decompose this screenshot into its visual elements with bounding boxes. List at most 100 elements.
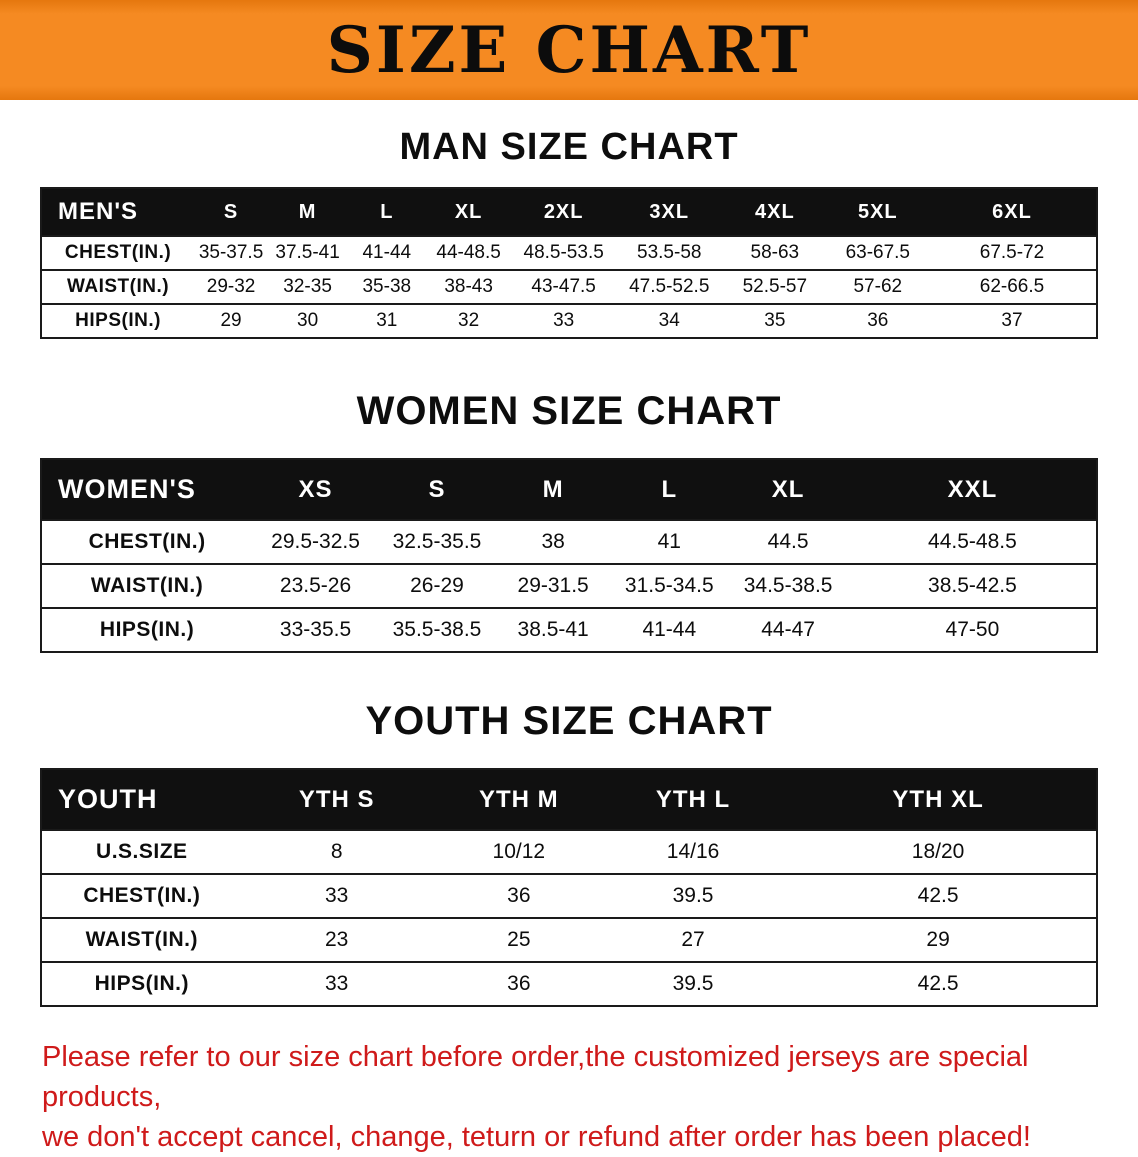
- measurement-value: 8: [241, 829, 432, 874]
- measurement-value: 38: [495, 519, 612, 564]
- measurement-value: 36: [827, 303, 928, 338]
- measurement-value: 43-47.5: [510, 269, 617, 304]
- measurement-value: 34: [616, 303, 723, 338]
- measurement-label: WAIST(IN.): [41, 563, 253, 608]
- measurement-value: 47-50: [848, 607, 1097, 652]
- measurement-label: HIPS(IN.): [41, 961, 242, 1006]
- man-size-chart-section: MAN SIZE CHART MEN'S S M L XL 2XL 3XL 4X…: [0, 126, 1138, 339]
- measurement-value: 33: [510, 303, 617, 338]
- measurement-value: 18/20: [780, 829, 1097, 874]
- footer-note-line-1: Please refer to our size chart before or…: [42, 1041, 1029, 1114]
- measurement-value: 35.5-38.5: [378, 607, 496, 652]
- measurement-row: HIPS(IN.) 33 36 39.5 42.5: [41, 961, 1097, 1006]
- measurement-value: 33: [241, 873, 432, 918]
- size-column-header: S: [194, 188, 269, 236]
- measurement-value: 41: [611, 519, 728, 564]
- size-column-header: YTH M: [431, 769, 606, 830]
- size-column-header: M: [495, 459, 612, 520]
- measurement-value: 26-29: [378, 563, 496, 608]
- measurement-row: WAIST(IN.) 29-32 32-35 35-38 38-43 43-47…: [41, 269, 1097, 304]
- size-column-header: 5XL: [827, 188, 928, 236]
- measurement-value: 29: [194, 303, 269, 338]
- measurement-value: 42.5: [780, 873, 1097, 918]
- measurement-row: WAIST(IN.) 23.5-26 26-29 29-31.5 31.5-34…: [41, 563, 1097, 608]
- measurement-value: 33: [241, 961, 432, 1006]
- size-column-header: XL: [426, 188, 511, 236]
- size-column-header: L: [347, 188, 427, 236]
- measurement-value: 63-67.5: [827, 235, 928, 270]
- size-column-header: YTH XL: [780, 769, 1097, 830]
- measurement-value: 39.5: [605, 873, 781, 918]
- size-column-header: L: [611, 459, 728, 520]
- page-title: SIZE CHART: [326, 12, 812, 88]
- measurement-value: 35-38: [347, 269, 427, 304]
- measurement-value: 62-66.5: [927, 269, 1097, 304]
- measurement-value: 23.5-26: [252, 563, 379, 608]
- measurement-value: 35-37.5: [194, 235, 269, 270]
- size-column-header: 2XL: [510, 188, 617, 236]
- measurement-row: U.S.SIZE 8 10/12 14/16 18/20: [41, 829, 1097, 874]
- women-size-chart-section: WOMEN SIZE CHART WOMEN'S XS S M L XL XXL…: [0, 389, 1138, 653]
- man-group-label: MEN'S: [41, 188, 195, 236]
- measurement-value: 25: [431, 917, 606, 962]
- measurement-label: HIPS(IN.): [41, 607, 253, 652]
- measurement-value: 37: [927, 303, 1097, 338]
- measurement-value: 23: [241, 917, 432, 962]
- measurement-value: 29-31.5: [495, 563, 612, 608]
- man-size-chart-title: MAN SIZE CHART: [399, 126, 739, 168]
- measurement-value: 67.5-72: [927, 235, 1097, 270]
- measurement-row: WAIST(IN.) 23 25 27 29: [41, 917, 1097, 962]
- measurement-value: 48.5-53.5: [510, 235, 617, 270]
- youth-size-chart-section: YOUTH SIZE CHART YOUTH YTH S YTH M YTH L…: [0, 699, 1138, 1007]
- measurement-value: 38.5-41: [495, 607, 612, 652]
- measurement-value: 44.5: [727, 519, 849, 564]
- measurement-value: 35: [722, 303, 828, 338]
- measurement-row: CHEST(IN.) 29.5-32.5 32.5-35.5 38 41 44.…: [41, 519, 1097, 564]
- measurement-value: 36: [431, 873, 606, 918]
- measurement-value: 29-32: [194, 269, 269, 304]
- measurement-value: 38.5-42.5: [848, 563, 1097, 608]
- size-column-header: XS: [252, 459, 379, 520]
- size-column-header: 6XL: [927, 188, 1097, 236]
- measurement-value: 57-62: [827, 269, 928, 304]
- measurement-value: 29: [780, 917, 1097, 962]
- measurement-value: 44.5-48.5: [848, 519, 1097, 564]
- measurement-value: 27: [605, 917, 781, 962]
- measurement-value: 32: [426, 303, 511, 338]
- measurement-label: CHEST(IN.): [41, 235, 195, 270]
- measurement-value: 34.5-38.5: [727, 563, 849, 608]
- measurement-value: 39.5: [605, 961, 781, 1006]
- measurement-label: WAIST(IN.): [41, 269, 195, 304]
- measurement-row: CHEST(IN.) 35-37.5 37.5-41 41-44 44-48.5…: [41, 235, 1097, 270]
- measurement-row: CHEST(IN.) 33 36 39.5 42.5: [41, 873, 1097, 918]
- measurement-value: 58-63: [722, 235, 828, 270]
- size-column-header: S: [378, 459, 496, 520]
- measurement-label: WAIST(IN.): [41, 917, 242, 962]
- measurement-value: 31: [347, 303, 427, 338]
- measurement-value: 31.5-34.5: [611, 563, 728, 608]
- measurement-value: 47.5-52.5: [616, 269, 723, 304]
- measurement-value: 36: [431, 961, 606, 1006]
- size-column-header: XXL: [848, 459, 1097, 520]
- measurement-value: 33-35.5: [252, 607, 379, 652]
- man-table-header-row: MEN'S S M L XL 2XL 3XL 4XL 5XL 6XL: [41, 188, 1097, 236]
- measurement-value: 32.5-35.5: [378, 519, 496, 564]
- man-size-table: MEN'S S M L XL 2XL 3XL 4XL 5XL 6XL CHEST…: [40, 187, 1098, 339]
- measurement-value: 41-44: [347, 235, 427, 270]
- youth-size-table: YOUTH YTH S YTH M YTH L YTH XL U.S.SIZE …: [40, 768, 1098, 1007]
- youth-group-label: YOUTH: [41, 769, 242, 830]
- women-group-label: WOMEN'S: [41, 459, 253, 520]
- measurement-value: 10/12: [431, 829, 606, 874]
- measurement-value: 32-35: [268, 269, 348, 304]
- measurement-value: 44-48.5: [426, 235, 511, 270]
- measurement-value: 41-44: [611, 607, 728, 652]
- measurement-value: 30: [268, 303, 348, 338]
- measurement-value: 29.5-32.5: [252, 519, 379, 564]
- measurement-label: CHEST(IN.): [41, 873, 242, 918]
- size-column-header: YTH L: [605, 769, 781, 830]
- youth-size-chart-title: YOUTH SIZE CHART: [365, 699, 773, 743]
- measurement-row: HIPS(IN.) 29 30 31 32 33 34 35 36 37: [41, 303, 1097, 338]
- size-column-header: M: [268, 188, 348, 236]
- measurement-value: 52.5-57: [722, 269, 828, 304]
- measurement-label: HIPS(IN.): [41, 303, 195, 338]
